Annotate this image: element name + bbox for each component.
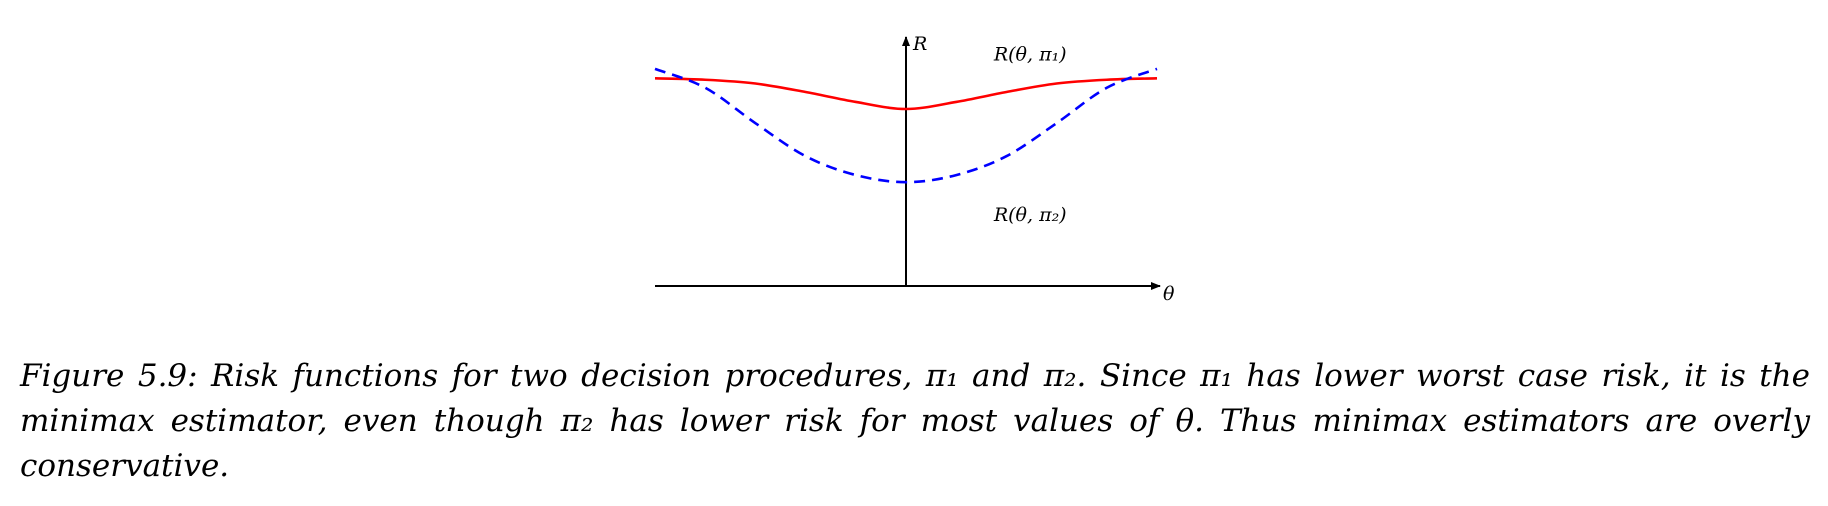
y-axis-label: R [912,33,927,55]
figure-caption: Figure 5.9: Risk functions for two decis… [20,358,1810,484]
series-labels: R(θ, π₁) R(θ, π₂) [993,44,1067,226]
series-lines [654,67,1158,184]
series-label-pi2: R(θ, π₂) [993,204,1067,226]
risk-curve-pi1 [654,77,1158,111]
risk-curve-pi2 [654,67,1158,184]
x-axis-label: θ [1163,283,1175,305]
risk-function-chart: θ R R(θ, π₁) R(θ, π₂) [654,33,1175,305]
series-label-pi1: R(θ, π₁) [993,44,1067,66]
axes: θ R [655,33,1175,305]
